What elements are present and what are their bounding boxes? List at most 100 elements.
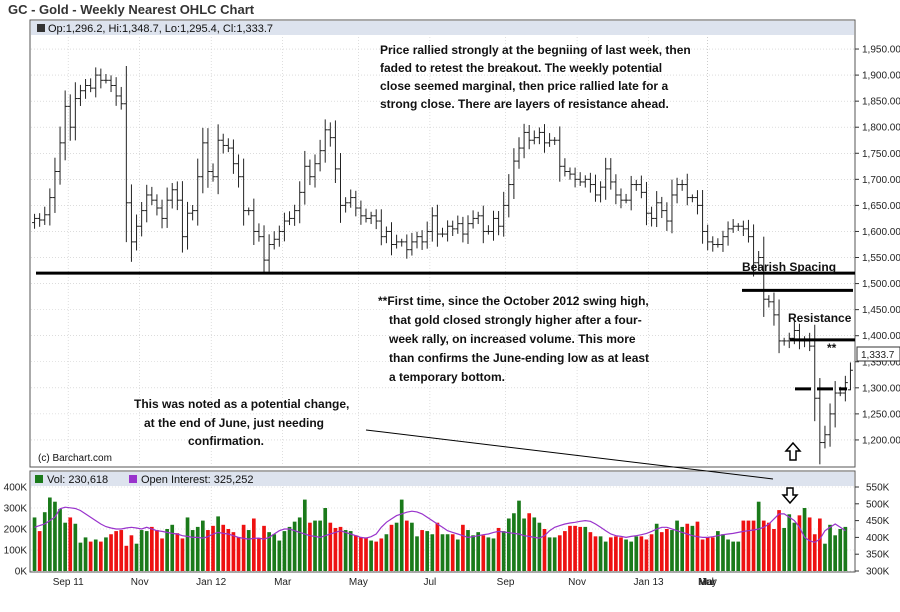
price-bar xyxy=(322,119,328,163)
price-bar xyxy=(93,67,99,98)
volume-legend-label: Vol: 230,618 xyxy=(47,474,108,486)
volume-bar xyxy=(415,536,419,571)
volume-bar xyxy=(374,541,379,571)
price-bar xyxy=(455,215,461,234)
price-tick-label: 1,350.000 xyxy=(862,357,900,368)
volume-bar xyxy=(527,513,532,571)
price-bar xyxy=(700,190,706,244)
volume-bar xyxy=(588,532,593,571)
volume-bar xyxy=(420,530,424,571)
volume-bar xyxy=(180,538,185,571)
price-tick-label: 1,250.000 xyxy=(862,409,900,420)
price-bar xyxy=(664,202,670,231)
price-bar xyxy=(751,224,757,277)
price-bar xyxy=(246,207,252,216)
volume-bar xyxy=(338,526,343,571)
open-interest-tick-label: 400K xyxy=(866,533,890,544)
volume-bar xyxy=(318,520,322,571)
price-bar xyxy=(200,127,206,194)
x-tick-label: Nov xyxy=(568,577,586,588)
price-bar xyxy=(358,200,364,225)
volume-bar xyxy=(741,520,746,571)
price-tick-label: 1,200.000 xyxy=(862,435,900,446)
price-bar xyxy=(480,205,486,244)
price-bar xyxy=(516,137,522,169)
volume-tick-label: 200K xyxy=(4,525,28,536)
volume-bar xyxy=(93,539,98,571)
top-note-line-4: strong close. There are layers of resist… xyxy=(380,97,669,111)
volume-bar xyxy=(221,524,226,571)
volume-bar xyxy=(251,518,256,571)
volume-bar xyxy=(257,538,261,571)
volume-bar xyxy=(705,537,710,571)
price-bar xyxy=(83,79,89,99)
volume-bar xyxy=(231,532,236,571)
price-bar xyxy=(256,223,262,242)
price-bar xyxy=(169,182,175,209)
price-bar xyxy=(343,197,349,213)
price-bar xyxy=(144,184,150,223)
volume-bar xyxy=(99,541,103,571)
volume-bar xyxy=(343,530,348,571)
last-price-tag-box xyxy=(856,346,900,362)
price-tick-label: 1,950.000 xyxy=(862,45,900,56)
volume-bar xyxy=(843,526,848,571)
price-bar xyxy=(506,174,512,218)
price-bar xyxy=(547,133,553,147)
volume-bar xyxy=(461,524,465,571)
open-interest-layer xyxy=(34,506,846,544)
volume-bar xyxy=(491,538,496,571)
chart-title: GC - Gold - Weekly Nearest OHLC Chart xyxy=(8,2,255,17)
price-bar xyxy=(608,158,614,190)
volume-bar xyxy=(292,521,297,571)
price-bar xyxy=(134,214,140,251)
price-bar xyxy=(832,381,838,428)
open-interest-tick-label: 550K xyxy=(866,483,890,494)
price-bar xyxy=(378,209,384,246)
price-bar xyxy=(215,124,221,195)
potential-change-line-2: at the end of June, just needing xyxy=(144,416,324,430)
price-bar xyxy=(445,220,451,242)
price-bar xyxy=(531,130,537,145)
volume-bar xyxy=(557,535,562,571)
x-tick-label: Sep 11 xyxy=(53,577,84,588)
volume-bar xyxy=(828,524,832,571)
price-bar xyxy=(684,173,690,206)
price-bar xyxy=(521,123,527,159)
volume-bar xyxy=(670,530,674,571)
volume-bar xyxy=(119,530,124,571)
volume-bar xyxy=(109,534,113,571)
price-bar xyxy=(302,150,308,205)
volume-bar xyxy=(410,522,414,571)
price-bar xyxy=(62,90,68,161)
volume-bar xyxy=(37,531,42,571)
volume-bar xyxy=(73,523,78,571)
price-bar xyxy=(67,94,73,141)
volume-bar xyxy=(736,541,741,571)
price-tick-label: 1,300.000 xyxy=(862,383,900,394)
volume-bar xyxy=(512,513,516,571)
price-bar xyxy=(536,127,542,145)
price-bar xyxy=(827,403,833,447)
price-bar xyxy=(154,194,160,216)
price-bar xyxy=(440,227,445,238)
x-tick-label: Jul xyxy=(423,577,436,588)
price-bar xyxy=(414,231,420,249)
price-bar xyxy=(511,148,517,200)
copyright-label: (c) Barchart.com xyxy=(38,453,112,464)
price-bar xyxy=(674,177,680,204)
volume-bar xyxy=(772,529,776,571)
price-bar xyxy=(348,189,354,208)
volume-bar xyxy=(649,534,654,571)
volume-bar xyxy=(42,512,47,571)
price-bar xyxy=(501,191,507,237)
volume-bar xyxy=(282,531,287,571)
price-bar xyxy=(756,251,762,271)
volume-bar xyxy=(328,522,333,571)
price-bar xyxy=(572,167,578,188)
volume-bar xyxy=(68,517,73,571)
price-bar xyxy=(37,213,43,227)
price-bar xyxy=(373,209,379,230)
volume-bar xyxy=(619,537,623,571)
